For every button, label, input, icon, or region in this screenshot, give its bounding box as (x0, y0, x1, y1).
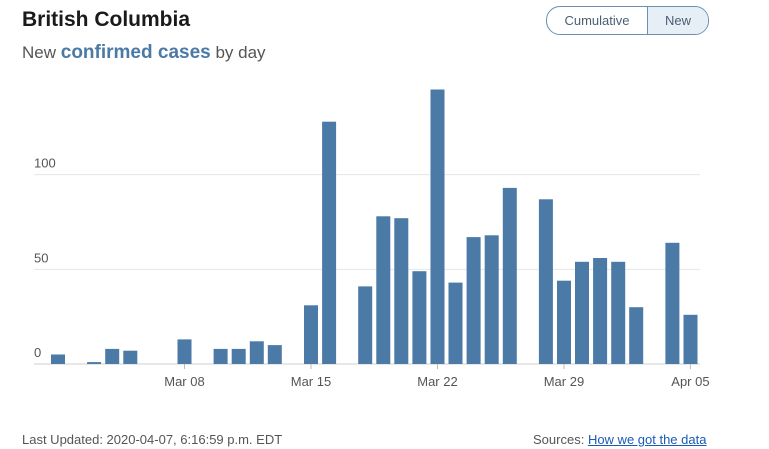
chart-subtitle: New confirmed cases by day (22, 42, 266, 64)
sources-link[interactable]: How we got the data (587, 432, 707, 447)
subtitle-suffix: by day (215, 43, 266, 62)
bar[interactable] (249, 341, 264, 364)
bar[interactable] (51, 354, 65, 365)
bar[interactable] (412, 271, 427, 364)
bar[interactable] (105, 348, 120, 364)
bars (51, 89, 698, 365)
bar-chart: 0 50 100 Mar 08 Mar 15 Mar 22 Mar 29 Apr 05 (34, 89, 710, 389)
bar[interactable] (87, 362, 102, 364)
bar[interactable] (448, 282, 463, 364)
y-tick-label: 50 (34, 250, 48, 265)
bar[interactable] (665, 242, 680, 364)
cumulative-button[interactable]: Cumulative (564, 13, 630, 28)
bar[interactable] (557, 280, 571, 364)
new-button[interactable]: New (647, 7, 708, 34)
bar[interactable] (575, 261, 589, 364)
x-axis: Mar 08 Mar 15 Mar 22 Mar 29 Apr 05 (164, 364, 710, 389)
bar[interactable] (123, 350, 138, 364)
sources-label: Sources: (533, 432, 585, 447)
x-tick-label: Mar 08 (164, 374, 204, 389)
bar[interactable] (611, 261, 626, 364)
y-tick-label: 0 (34, 345, 41, 360)
y-tick-label: 100 (34, 156, 56, 171)
bar[interactable] (593, 258, 608, 364)
last-updated: Last Updated: 2020-04-07, 6:16:59 p.m. E… (22, 432, 283, 447)
x-tick-label: Mar 15 (291, 374, 331, 389)
bar[interactable] (683, 314, 698, 364)
bar[interactable] (502, 187, 517, 364)
bar[interactable] (376, 216, 391, 364)
bar[interactable] (304, 305, 318, 364)
bar[interactable] (267, 345, 282, 364)
bar[interactable] (213, 348, 228, 364)
subtitle-prefix: New (22, 43, 57, 62)
sources: Sources: How we got the data (533, 432, 706, 447)
view-toggle: Cumulative New (546, 6, 709, 35)
bar[interactable] (231, 348, 246, 364)
bar[interactable] (177, 339, 192, 364)
x-tick-label: Mar 22 (417, 374, 457, 389)
bar[interactable] (629, 307, 644, 364)
subtitle-emphasis: confirmed cases (60, 42, 211, 63)
bar[interactable] (484, 235, 499, 364)
bar[interactable] (358, 286, 373, 364)
x-tick-label: Apr 05 (671, 374, 709, 389)
y-axis: 0 50 100 (34, 156, 56, 360)
bar[interactable] (430, 89, 445, 365)
page-title: British Columbia (22, 8, 191, 31)
bar[interactable] (538, 199, 553, 364)
x-tick-label: Mar 29 (544, 374, 584, 389)
bar[interactable] (322, 121, 337, 364)
bar[interactable] (466, 237, 481, 364)
bar[interactable] (394, 218, 409, 364)
